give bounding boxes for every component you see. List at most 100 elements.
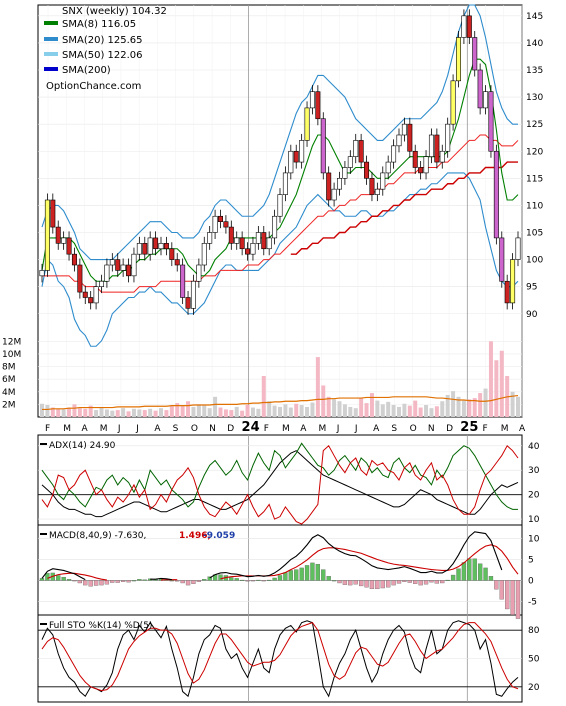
volume-bar (440, 401, 445, 417)
volume-bar (45, 405, 50, 417)
candle-body (299, 140, 305, 163)
volume-bar (83, 408, 88, 417)
macd-histogram-bar (434, 580, 440, 584)
volume-bar (234, 406, 239, 417)
candle-body (396, 134, 402, 147)
adx-panel-frame (37, 434, 523, 526)
candle-body (483, 91, 489, 109)
volume-bar (267, 401, 272, 417)
volume-bar (61, 409, 66, 417)
candle-body (293, 150, 299, 163)
legend-label-sma50: SMA(50) 122.06 (62, 50, 143, 61)
adx-series-line (41, 442, 518, 510)
sma200-line (290, 161, 518, 255)
volume-bar (229, 410, 234, 417)
volume-bar (115, 410, 120, 417)
month-tick-label: F (483, 424, 488, 434)
macd-histogram-bar (256, 579, 261, 581)
volume-bar (278, 406, 282, 417)
macd-histogram-bar (72, 580, 77, 582)
price-tick-label: 145 (526, 12, 543, 22)
month-tick-label: A (519, 424, 526, 434)
volume-bar (175, 403, 180, 417)
candle-body (93, 286, 99, 304)
macd-histogram-bar (358, 580, 364, 587)
macd-histogram-bar (234, 578, 239, 581)
candle-body (82, 291, 88, 298)
volume-bar (499, 350, 504, 417)
volume-tick-label: 6M (2, 375, 16, 385)
candle-body (142, 243, 148, 255)
price-tick-label: 135 (526, 66, 543, 76)
volume-bar (337, 401, 342, 417)
macd-histogram-bar (185, 580, 191, 586)
month-tick-label: M (100, 424, 108, 434)
volume-bar (245, 405, 250, 417)
volume-bar (483, 388, 488, 417)
volume-bar (40, 403, 44, 417)
volume-bar (326, 396, 331, 417)
volume-tick-label: 8M (2, 363, 16, 373)
candle-body (342, 167, 348, 179)
macd-histogram-bar (510, 580, 515, 615)
volume-bar (516, 396, 520, 417)
volume-bar (310, 402, 315, 417)
volume-bar (391, 405, 396, 417)
macd-line (41, 568, 86, 581)
candle-body (61, 237, 67, 244)
month-tick-label: N (428, 424, 435, 434)
price-tick-label: 95 (526, 283, 537, 293)
volume-bar (191, 406, 196, 417)
volume-bar (510, 391, 515, 417)
candle-body (174, 259, 180, 266)
legend-swatch-sma8 (44, 21, 58, 25)
month-tick-label: F (45, 424, 50, 434)
volume-bar (126, 411, 131, 417)
volume-bar (397, 406, 401, 417)
macd-histogram-bar (515, 580, 521, 619)
price-tick-label: 120 (526, 147, 543, 157)
candle-body (434, 134, 440, 163)
adx-tick-label: 10 (528, 515, 540, 525)
month-tick-label: A (373, 424, 380, 434)
volume-bar (67, 407, 72, 417)
candle-body (423, 156, 429, 174)
candle-body (304, 107, 310, 141)
volume-bar (218, 407, 223, 417)
volume-bar (99, 406, 104, 417)
volume-bar (305, 406, 310, 417)
candle-body (445, 123, 451, 152)
candle-body (385, 161, 391, 174)
adx-tick-label: 20 (528, 491, 540, 501)
candle-body (163, 243, 169, 250)
price-legend: SNX (weekly) 104.32 SMA(8) 116.05 SMA(20… (44, 6, 167, 92)
volume-bar (153, 410, 158, 417)
candle-body (88, 297, 94, 304)
volume-bar (50, 407, 55, 417)
sto-series-line (41, 622, 519, 692)
macd-histogram-bar (45, 573, 50, 581)
candle-body (207, 232, 213, 244)
adx-legend: ADX(14) 24.90 (40, 441, 116, 451)
volume-bar (121, 408, 126, 417)
macd-histogram-bar (137, 579, 142, 581)
macd-histogram-bar (342, 580, 348, 585)
volume-bar (88, 405, 93, 417)
candle-body (212, 215, 218, 233)
price-tick-label: 140 (526, 39, 543, 49)
candle-body (228, 226, 234, 244)
candle-body (104, 264, 110, 282)
volume-bars (40, 341, 520, 417)
volume-tick-label: 12M (2, 337, 21, 347)
volume-bar (359, 398, 364, 417)
legend-swatch-sma200 (44, 67, 58, 71)
month-tick-label: O (191, 424, 198, 434)
month-tick-label: M (318, 424, 326, 434)
candle-body (234, 237, 240, 244)
macd-histogram-bar (483, 567, 488, 581)
volume-bar (386, 401, 391, 417)
candle-body (272, 215, 278, 239)
macd-histogram-bar (499, 580, 504, 600)
macd-histogram-bar (407, 580, 412, 583)
macd-signal-value: 1.496, (179, 531, 211, 541)
